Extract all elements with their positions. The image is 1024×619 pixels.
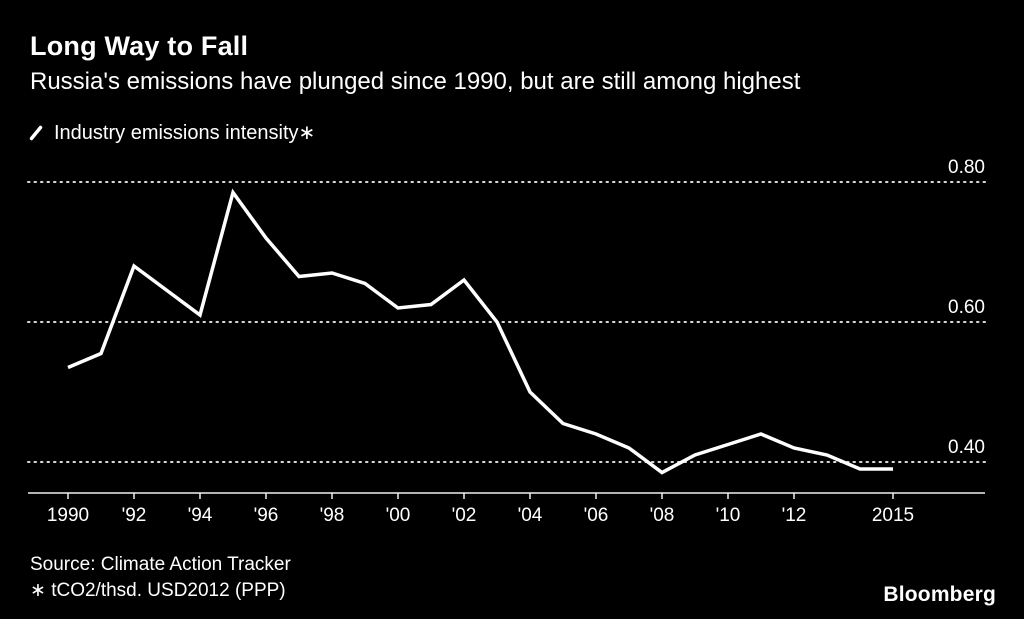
x-tick-label: '00: [386, 505, 411, 526]
x-tick-label: '96: [254, 505, 279, 526]
x-tick-label: '94: [188, 505, 213, 526]
x-tick-label: 1990: [47, 505, 89, 526]
chart-subtitle: Russia's emissions have plunged since 19…: [30, 68, 801, 95]
chart-title: Long Way to Fall: [30, 31, 249, 61]
x-tick-label: '12: [782, 505, 807, 526]
x-tick-label: '08: [650, 505, 675, 526]
bloomberg-logo: Bloomberg: [883, 583, 996, 606]
y-tick-label: 0.60: [948, 297, 985, 318]
x-tick-label: '92: [122, 505, 147, 526]
x-tick-label: '02: [452, 505, 477, 526]
emissions-line: [67, 188, 893, 475]
line-series-icon: [29, 125, 43, 140]
legend: Industry emissions intensity∗: [28, 120, 315, 145]
y-tick-label: 0.40: [948, 437, 985, 458]
y-tick-label: 0.80: [948, 157, 985, 178]
legend-label: Industry emissions intensity∗: [54, 122, 316, 144]
x-tick-label: 2015: [872, 505, 914, 526]
footnote-text: ∗ tCO2/thsd. USD2012 (PPP): [30, 580, 286, 601]
x-tick-label: '10: [716, 505, 741, 526]
x-tick-label: '06: [584, 505, 609, 526]
source-text: Source: Climate Action Tracker: [30, 554, 291, 575]
x-tick-label: '98: [320, 505, 345, 526]
x-tick-label: '04: [518, 505, 543, 526]
